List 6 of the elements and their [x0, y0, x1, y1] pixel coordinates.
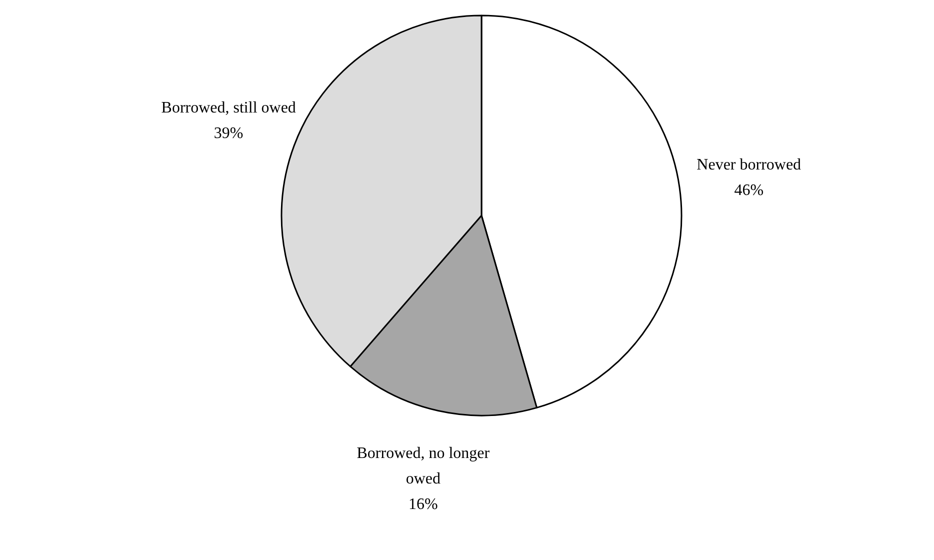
- data-label: 16%: [408, 496, 438, 514]
- slice-label: Never borrowed: [696, 156, 802, 174]
- slice-label: Borrowed, no longer owed: [356, 445, 490, 488]
- data-label: 46%: [734, 182, 764, 200]
- slice-label: Borrowed, still owed: [161, 100, 296, 117]
- data-label: 39%: [214, 125, 244, 142]
